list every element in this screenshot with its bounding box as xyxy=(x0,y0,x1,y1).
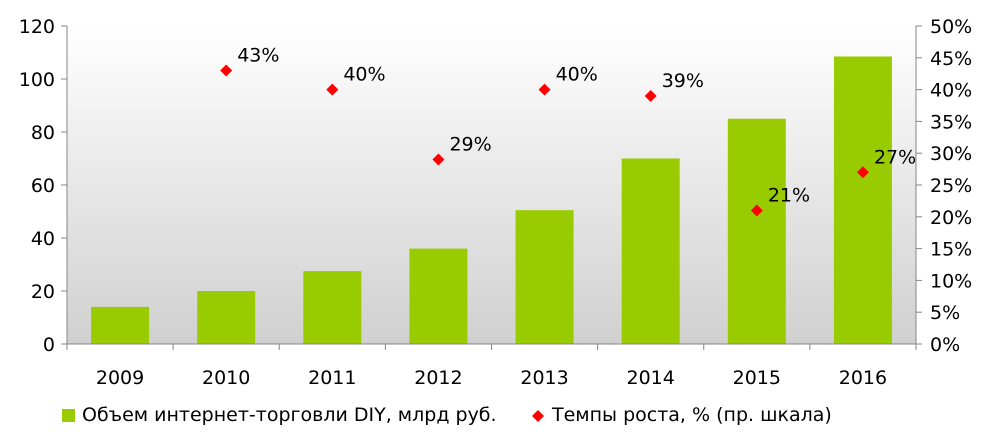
markers-layer xyxy=(220,64,869,217)
x-tick-label: 2009 xyxy=(96,367,144,389)
y-right-tick-label: 45% xyxy=(930,48,972,70)
y-right-tick-label: 50% xyxy=(930,16,972,38)
growth-data-label: 21% xyxy=(768,184,810,206)
growth-marker-2014 xyxy=(644,89,657,102)
legend-swatch-marker xyxy=(532,410,544,422)
y-right-tick-label: 40% xyxy=(930,80,972,102)
bar-2015 xyxy=(727,118,786,344)
bar-2016 xyxy=(833,56,892,344)
y-left-tick-label: 100 xyxy=(19,69,55,91)
bar-2011 xyxy=(303,271,362,344)
y-left-tick-label: 120 xyxy=(19,16,55,38)
growth-marker-2011 xyxy=(326,83,339,96)
x-tick-label: 2016 xyxy=(839,367,887,389)
y-left-tick-label: 60 xyxy=(31,175,55,197)
bar-2009 xyxy=(91,306,150,344)
growth-marker-2013 xyxy=(538,83,551,96)
x-tick-label: 2012 xyxy=(414,367,462,389)
growth-marker-2016 xyxy=(856,166,869,179)
legend: Объем интернет-торговли DIY, млрд руб. Те… xyxy=(62,404,832,426)
y-left-tick-label: 80 xyxy=(31,122,55,144)
growth-data-label: 40% xyxy=(556,64,598,86)
labels-layer: 43% 40% 29% 40% 39% 21% 27% xyxy=(237,45,916,207)
y-right-tick-label: 10% xyxy=(930,270,972,292)
y-right-tick-label: 0% xyxy=(930,334,960,356)
growth-marker-2012 xyxy=(432,153,445,166)
y-right-tick-label: 35% xyxy=(930,111,972,133)
y-left-tick-label: 40 xyxy=(31,228,55,250)
x-tick-label: 2014 xyxy=(627,367,675,389)
y-left-tick-label: 0 xyxy=(43,334,55,356)
y-right-tick-label: 20% xyxy=(930,207,972,229)
bar-2014 xyxy=(621,158,680,344)
bar-2012 xyxy=(409,248,468,344)
bars-layer xyxy=(91,56,892,344)
legend-label-growth: Темпы роста, % (пр. шкала) xyxy=(551,404,832,426)
growth-marker-2015 xyxy=(750,204,763,217)
legend-label-volume: Объем интернет-торговли DIY, млрд руб. xyxy=(82,404,497,426)
growth-data-label: 40% xyxy=(343,64,385,86)
y-right-tick-label: 30% xyxy=(930,143,972,165)
y-left-tick-label: 20 xyxy=(31,281,55,303)
growth-data-label: 43% xyxy=(237,45,279,67)
legend-swatch-bar xyxy=(62,409,75,422)
x-tick-label: 2015 xyxy=(733,367,781,389)
growth-data-label: 29% xyxy=(449,134,491,156)
x-tick-label: 2011 xyxy=(308,367,356,389)
y-right-tick-label: 5% xyxy=(930,302,960,324)
y-right-tick-label: 15% xyxy=(930,239,972,261)
growth-data-label: 27% xyxy=(874,146,916,168)
axes-layer: 0 20 40 60 80 100 120 0% 5% 10% 15% 20% 25% 30% 35% 40%… xyxy=(19,16,973,389)
growth-marker-2010 xyxy=(220,64,233,77)
x-tick-label: 2013 xyxy=(520,367,568,389)
x-tick-label: 2010 xyxy=(202,367,250,389)
bar-2010 xyxy=(197,291,256,344)
y-right-tick-label: 25% xyxy=(930,175,972,197)
growth-data-label: 39% xyxy=(662,70,704,92)
bar-2013 xyxy=(515,210,574,344)
